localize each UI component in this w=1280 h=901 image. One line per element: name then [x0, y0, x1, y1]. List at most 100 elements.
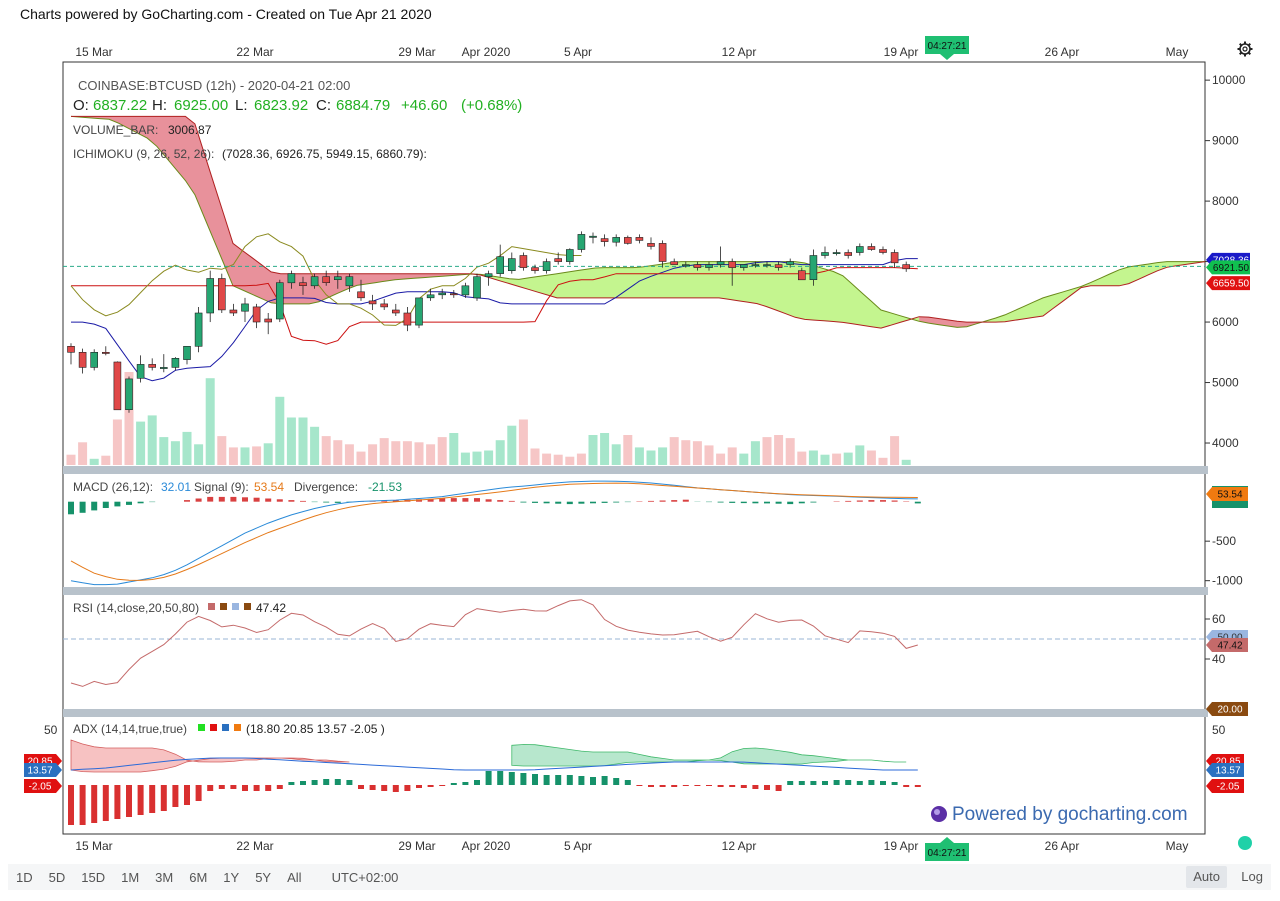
candle[interactable]	[623, 235, 632, 245]
candle[interactable]	[275, 279, 284, 323]
status-dot-icon[interactable]	[1238, 836, 1252, 850]
candle[interactable]	[879, 246, 887, 255]
candle[interactable]	[345, 273, 354, 292]
candle[interactable]	[693, 261, 702, 271]
candle[interactable]	[461, 282, 470, 298]
candle[interactable]	[252, 303, 261, 329]
volume-bar	[170, 441, 180, 465]
candle[interactable]	[554, 252, 563, 265]
candle[interactable]	[136, 355, 145, 383]
range-1d-button[interactable]: 1D	[16, 869, 33, 885]
volume-bar	[588, 435, 598, 465]
candle[interactable]	[310, 273, 319, 289]
candle[interactable]	[333, 270, 342, 289]
candle[interactable]	[78, 348, 87, 374]
candle[interactable]	[183, 345, 191, 365]
candle[interactable]	[449, 290, 458, 298]
candle[interactable]	[391, 303, 400, 317]
macd-hist-bar	[880, 500, 886, 502]
candle[interactable]	[357, 279, 365, 301]
candle[interactable]	[148, 358, 156, 371]
candle[interactable]	[612, 234, 621, 247]
range-all-button[interactable]: All	[287, 869, 302, 885]
candle[interactable]	[403, 306, 412, 332]
candle[interactable]	[206, 270, 214, 323]
candle[interactable]	[600, 234, 609, 247]
panel-separator[interactable]	[63, 587, 1208, 595]
candle[interactable]	[160, 354, 168, 373]
candle[interactable]	[380, 299, 389, 310]
volume-bar	[530, 448, 540, 465]
candle[interactable]	[67, 343, 75, 365]
candle[interactable]	[113, 361, 122, 411]
candle[interactable]	[287, 270, 296, 289]
candle[interactable]	[90, 349, 98, 371]
candle[interactable]	[299, 276, 307, 295]
candle[interactable]	[194, 306, 203, 353]
candle[interactable]	[241, 297, 249, 323]
range-1m-button[interactable]: 1M	[121, 869, 140, 885]
candle[interactable]	[797, 267, 806, 281]
macd-hist-bar	[439, 498, 446, 502]
candle[interactable]	[229, 303, 238, 317]
candle[interactable]	[786, 258, 795, 268]
candle[interactable]	[438, 288, 447, 300]
candle[interactable]	[763, 261, 771, 268]
candle[interactable]	[577, 231, 586, 253]
candle[interactable]	[890, 249, 899, 268]
candle[interactable]	[844, 249, 853, 259]
candle[interactable]	[565, 248, 574, 265]
candle[interactable]	[322, 270, 331, 286]
range-1y-button[interactable]: 1Y	[223, 869, 240, 885]
candle[interactable]	[102, 346, 110, 356]
candle[interactable]	[739, 264, 748, 271]
candle[interactable]	[635, 234, 644, 244]
candle[interactable]	[484, 270, 493, 286]
candle[interactable]	[681, 261, 690, 268]
candle[interactable]	[368, 294, 377, 310]
candle[interactable]	[809, 249, 818, 286]
candle[interactable]	[125, 376, 133, 413]
candle[interactable]	[658, 240, 667, 268]
candle[interactable]	[507, 252, 516, 274]
candle[interactable]	[171, 357, 180, 371]
candle[interactable]	[415, 297, 423, 329]
candle[interactable]	[264, 312, 273, 335]
candle[interactable]	[716, 246, 725, 268]
candle[interactable]	[832, 249, 841, 256]
log-scale-button[interactable]: Log	[1241, 869, 1263, 884]
candle[interactable]	[751, 261, 760, 268]
range-3m-button[interactable]: 3M	[155, 869, 174, 885]
candle[interactable]	[647, 237, 655, 250]
gear-icon[interactable]	[1237, 41, 1253, 57]
range-5d-button[interactable]: 5D	[48, 869, 66, 885]
candle[interactable]	[496, 244, 505, 277]
panel-separator[interactable]	[63, 466, 1208, 474]
adx-tag-b-left: 13.57	[24, 763, 62, 777]
candle[interactable]	[705, 261, 713, 271]
candle[interactable]	[867, 243, 876, 251]
timezone-button[interactable]: UTC+02:00	[331, 869, 399, 885]
candle[interactable]	[728, 258, 737, 286]
auto-scale-button[interactable]: Auto	[1186, 866, 1227, 888]
candle[interactable]	[542, 258, 551, 274]
panel-separator[interactable]	[63, 709, 1208, 717]
candle[interactable]	[774, 261, 783, 271]
macd-hist-bar	[891, 500, 898, 502]
candle[interactable]	[531, 264, 539, 274]
range-15d-button[interactable]: 15D	[81, 869, 106, 885]
candle[interactable]	[902, 261, 911, 272]
candle[interactable]	[473, 273, 481, 301]
candle[interactable]	[670, 258, 679, 265]
watermark[interactable]: Powered by gocharting.com	[931, 804, 1188, 825]
candle[interactable]	[821, 246, 829, 259]
range-5y-button[interactable]: 5Y	[255, 869, 272, 885]
candle-body	[264, 318, 273, 323]
candle[interactable]	[519, 252, 528, 271]
candle[interactable]	[426, 288, 435, 301]
range-6m-button[interactable]: 6M	[189, 869, 208, 885]
candle[interactable]	[855, 243, 864, 256]
candle[interactable]	[218, 273, 226, 313]
candle[interactable]	[589, 232, 597, 244]
